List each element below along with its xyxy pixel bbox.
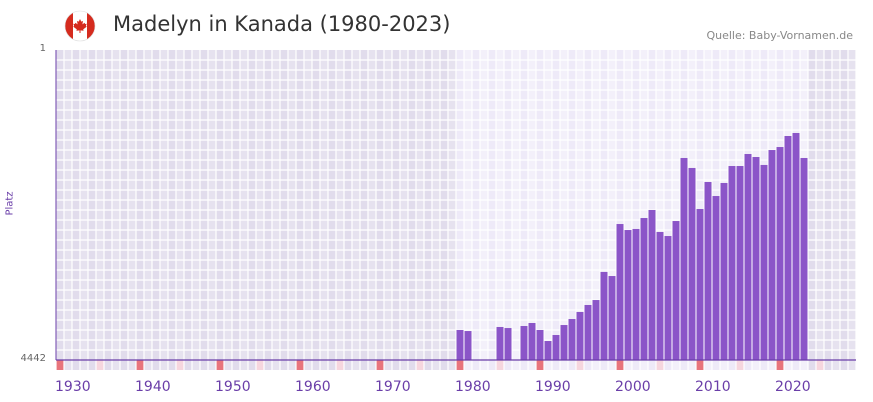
bar-1991 (544, 341, 552, 360)
bar-1986 (504, 328, 512, 360)
year-marker (216, 360, 224, 370)
bar-2018 (760, 164, 768, 360)
bar-2009 (688, 167, 696, 360)
bar-1981 (464, 331, 472, 360)
year-marker (376, 360, 384, 370)
year-marker (536, 360, 544, 370)
x-tick-label: 2020 (775, 379, 811, 395)
x-tick-label: 1940 (135, 379, 171, 395)
x-tick-label: 1980 (455, 379, 491, 395)
year-marker (296, 360, 304, 370)
year-marker (176, 360, 184, 370)
bar-1993 (560, 325, 568, 360)
bar-1999 (608, 276, 616, 360)
year-marker (336, 360, 344, 370)
year-marker (136, 360, 144, 370)
bar-1990 (536, 329, 544, 360)
bar-1997 (592, 300, 600, 360)
bar-1996 (584, 304, 592, 360)
bar-2006 (664, 236, 672, 360)
bar-1988 (520, 326, 528, 360)
bar-2004 (648, 209, 656, 360)
bar-1980 (456, 329, 464, 360)
bar-2015 (736, 166, 744, 360)
source-link[interactable]: Quelle: Baby-Vornamen.de (706, 29, 853, 42)
bar-2017 (752, 157, 760, 360)
bar-2002 (632, 228, 640, 360)
bar-2016 (744, 154, 752, 360)
bar-2014 (728, 166, 736, 360)
year-marker (816, 360, 824, 370)
year-marker (736, 360, 744, 370)
year-marker (616, 360, 624, 370)
year-marker (56, 360, 64, 370)
year-marker (696, 360, 704, 370)
bar-1995 (576, 311, 584, 360)
bar-2011 (704, 181, 712, 360)
year-marker (776, 360, 784, 370)
year-marker (456, 360, 464, 370)
x-tick-label: 1990 (535, 379, 571, 395)
year-marker (256, 360, 264, 370)
canada-flag-icon (64, 10, 96, 42)
year-marker (496, 360, 504, 370)
x-tick-label: 1950 (215, 379, 251, 395)
bar-2021 (784, 135, 792, 360)
bar-2010 (696, 209, 704, 360)
bar-2007 (672, 221, 680, 360)
bar-2003 (640, 218, 648, 360)
bar-2020 (776, 147, 784, 360)
bar-2000 (616, 224, 624, 360)
bar-1998 (600, 271, 608, 360)
x-tick-label: 2010 (695, 379, 731, 395)
bar-1994 (568, 319, 576, 360)
bar-2001 (624, 230, 632, 360)
x-tick-label: 1930 (55, 379, 91, 395)
bar-2012 (712, 196, 720, 360)
bar-2022 (792, 132, 800, 360)
y-tick-bottom: 4442 (20, 353, 46, 364)
bar-1992 (552, 335, 560, 360)
bar-1985 (496, 326, 504, 360)
year-marker (656, 360, 664, 370)
bar-2008 (680, 157, 688, 360)
bar-2005 (656, 231, 664, 360)
bar-2023 (800, 157, 808, 360)
y-tick-top: 1 (39, 43, 46, 54)
year-marker (96, 360, 104, 370)
bar-1989 (528, 323, 536, 360)
year-marker (576, 360, 584, 370)
bar-2013 (720, 182, 728, 360)
x-tick-label: 1960 (295, 379, 331, 395)
year-marker (416, 360, 424, 370)
x-tick-label: 1970 (375, 379, 411, 395)
bar-2019 (768, 150, 776, 360)
x-tick-label: 2000 (615, 379, 651, 395)
chart-title: Madelyn in Kanada (1980-2023) (113, 12, 451, 36)
